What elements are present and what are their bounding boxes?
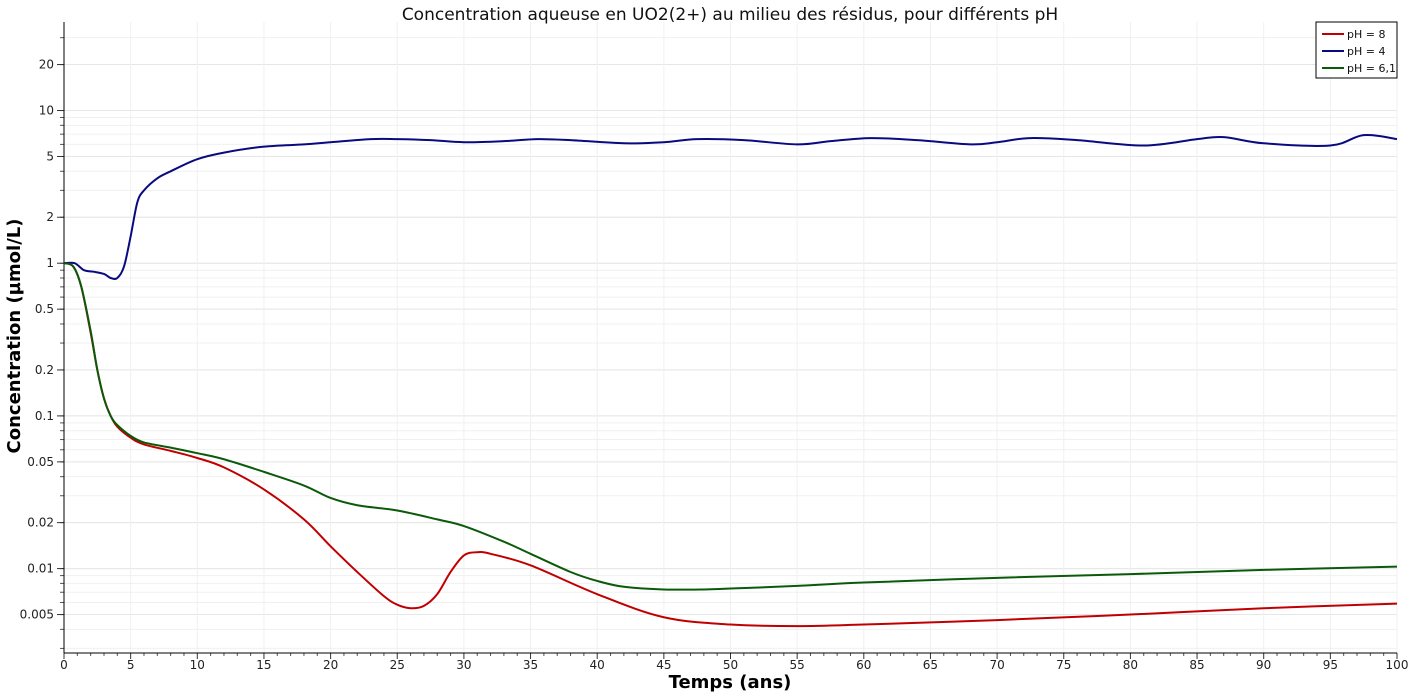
legend: pH = 8 pH = 4 pH = 6,1	[1315, 21, 1398, 79]
series-line-ph-6-1	[63, 262, 1398, 591]
series-line-ph-4	[63, 133, 1398, 281]
x-tick-label: 95	[1323, 658, 1338, 672]
legend-label: pH = 8	[1347, 28, 1385, 41]
x-tick-label: 70	[989, 658, 1004, 672]
y-tick-label: 0.005	[20, 608, 54, 622]
x-tick-label: 75	[1056, 658, 1071, 672]
x-tick-label: 30	[456, 658, 471, 672]
x-tick-label: 100	[1386, 658, 1409, 672]
x-tick-label: 5	[127, 658, 135, 672]
x-tick-label: 40	[590, 658, 605, 672]
x-tick-label: 80	[1123, 658, 1138, 672]
y-tick-label: 2	[46, 210, 54, 224]
x-tick-label: 85	[1189, 658, 1204, 672]
x-axis-title: Temps (ans)	[669, 672, 792, 693]
chart-title: Concentration aqueuse en UO2(2+) au mili…	[402, 5, 1058, 25]
x-tick-label: 20	[323, 658, 338, 672]
y-tick-label: 0.5	[35, 302, 54, 316]
x-tick-label: 45	[656, 658, 671, 672]
x-tick-label: 10	[190, 658, 205, 672]
x-tick-label: 55	[790, 658, 805, 672]
y-tick-label: 0.2	[35, 363, 54, 377]
y-tick-label: 5	[46, 149, 54, 163]
x-tick-label: 35	[523, 658, 538, 672]
y-tick-label: 0.01	[27, 562, 54, 576]
x-tick-label: 25	[390, 658, 405, 672]
y-tick-label: 20	[39, 58, 54, 72]
y-tick-label: 0.05	[27, 455, 54, 469]
series-lines	[63, 133, 1398, 628]
y-tick-label: 0.1	[35, 409, 54, 423]
x-tick-label: 15	[256, 658, 271, 672]
y-tick-label: 0.02	[27, 516, 54, 530]
y-tick-label: 10	[39, 104, 54, 118]
legend-label: pH = 6,1	[1347, 62, 1396, 75]
x-tick-label: 50	[723, 658, 738, 672]
x-tick-label: 90	[1256, 658, 1271, 672]
x-tick-label: 60	[856, 658, 871, 672]
y-tick-label: 1	[46, 256, 54, 270]
y-axis-title: Concentration (µmol/L)	[4, 219, 25, 454]
x-tick-label: 0	[60, 658, 68, 672]
legend-label: pH = 4	[1347, 45, 1385, 58]
grid	[63, 22, 1398, 653]
x-tick-label: 65	[923, 658, 938, 672]
